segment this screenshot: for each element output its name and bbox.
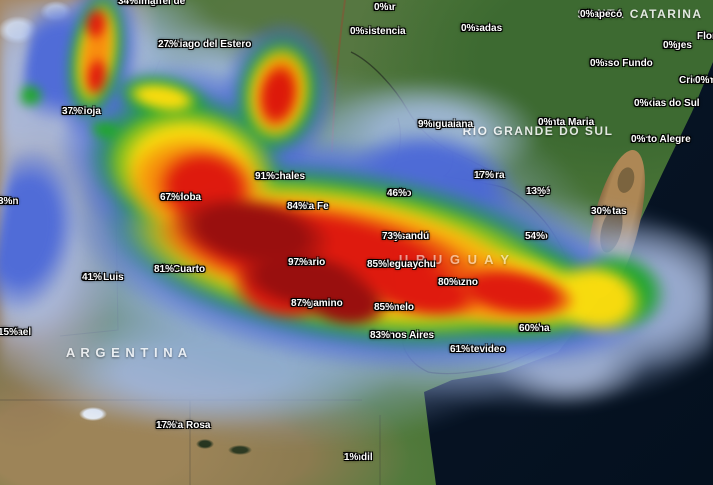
city-percentage: 91% [255, 171, 276, 182]
city-percentage: 30% [591, 206, 612, 217]
city-percentage: 0% [350, 26, 365, 37]
city-percentage: 3% [0, 196, 13, 207]
city-percentage: 0% [634, 98, 649, 109]
city-percentage: 17% [474, 170, 495, 181]
region-label: U R U G U A Y [398, 252, 512, 267]
region-label: RIO GRANDE DO SUL [462, 124, 614, 138]
city-percentage: 97% [288, 257, 309, 268]
city-percentage: 54% [525, 231, 546, 242]
city-percentage: 0% [590, 58, 605, 69]
city-percentage: 0% [374, 2, 389, 13]
city-percentage: 83% [370, 330, 391, 341]
region-label: SANTA CATARINA [577, 7, 703, 21]
city-percentage: 0% [631, 134, 646, 145]
city-percentage: 73% [382, 231, 403, 242]
city-percentage: 0% [538, 117, 553, 128]
city-percentage: 46% [387, 188, 408, 199]
city-percentage: 0% [695, 75, 710, 86]
city-percentage: 17% [156, 420, 177, 431]
city-percentage: 27% [158, 39, 179, 50]
city-percentage: 81% [154, 264, 175, 275]
city-percentage: 80% [438, 277, 459, 288]
region-label: A R G E N T I N A [65, 345, 189, 360]
city-percentage: 87% [291, 298, 312, 309]
city-percentage: 1% [344, 452, 359, 463]
city-percentage: 60% [519, 323, 540, 334]
city-percentage: 34% [118, 0, 139, 7]
city-percentage: 0% [461, 23, 476, 34]
city-percentage: 37% [62, 106, 83, 117]
city-percentage: 85% [374, 302, 395, 313]
city-percentage: 0% [663, 40, 678, 51]
city-percentage: 41% [82, 272, 103, 283]
city-percentage: 15% [0, 327, 19, 338]
city-percentage: 85% [367, 259, 388, 270]
city-percentage: 13% [526, 186, 547, 197]
city-percentage: 61% [450, 344, 471, 355]
city-percentage: 0% [580, 9, 595, 20]
city-percentage: 67% [160, 192, 181, 203]
city-percentage: 84% [287, 201, 308, 212]
city-percentage: 9% [418, 119, 433, 130]
